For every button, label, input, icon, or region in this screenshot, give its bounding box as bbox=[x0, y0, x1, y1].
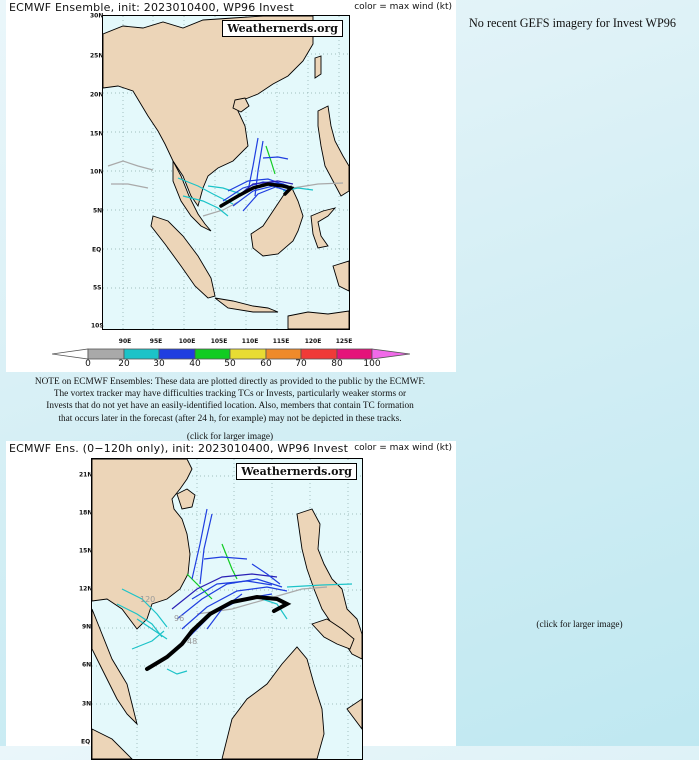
y-tick: 18N bbox=[79, 509, 93, 517]
x-tick: 105E bbox=[210, 338, 228, 345]
wind-colorbar bbox=[52, 348, 410, 360]
colorbar-label: 40 bbox=[189, 359, 201, 369]
track-label: 120 bbox=[140, 595, 155, 604]
colorbar-labels: 0 20 30 40 50 60 70 80 100 bbox=[0, 359, 460, 371]
colorbar-label: 30 bbox=[153, 359, 165, 369]
y-tick: 5S bbox=[93, 284, 102, 292]
x-tick: 110E bbox=[241, 338, 259, 345]
map-graphic bbox=[103, 16, 349, 329]
y-tick: 3N bbox=[82, 700, 92, 708]
watermark: Weathernerds.org bbox=[222, 20, 343, 37]
x-tick: 90E bbox=[118, 338, 132, 345]
x-tick: 115E bbox=[272, 338, 290, 345]
track-label: 48 bbox=[187, 637, 197, 646]
y-tick: 30N bbox=[90, 12, 104, 20]
y-tick: 25N bbox=[90, 52, 104, 60]
y-tick: 21N bbox=[79, 471, 93, 479]
gefs-column: No recent GEFS imagery for Invest WP96 (… bbox=[460, 0, 699, 746]
colorbar-label: 70 bbox=[295, 359, 307, 369]
y-tick: 12N bbox=[79, 585, 93, 593]
y-tick: 9N bbox=[82, 623, 92, 631]
y-tick: EQ bbox=[92, 246, 102, 254]
note-line: The vortex tracker may have difficulties… bbox=[53, 389, 407, 400]
colorbar-label: 0 bbox=[85, 359, 91, 369]
y-tick: 15N bbox=[79, 547, 93, 555]
y-tick: 20N bbox=[90, 91, 104, 99]
no-gefs-message: No recent GEFS imagery for Invest WP96 bbox=[469, 16, 676, 30]
map-graphic: 120 96 48 bbox=[92, 459, 362, 759]
click-larger-image-link[interactable]: (click for larger image) bbox=[186, 432, 274, 442]
ensemble-track-map[interactable]: Weathernerds.org bbox=[102, 15, 350, 330]
colorbar-label: 80 bbox=[331, 359, 343, 369]
y-tick: 5N bbox=[93, 207, 103, 215]
colorbar-label: 20 bbox=[118, 359, 130, 369]
y-tick: 10N bbox=[90, 168, 104, 176]
y-tick: 6N bbox=[82, 661, 92, 669]
plot-title: ECMWF Ensemble, init: 2023010400, WP96 I… bbox=[9, 1, 294, 14]
plot-title: ECMWF Ens. (0−120h only), init: 20230104… bbox=[9, 442, 349, 455]
ecmwf-note: NOTE on ECMWF Ensembles: These data are … bbox=[0, 376, 460, 425]
legend-label: color = max wind (kt) bbox=[354, 2, 452, 12]
track-label: 96 bbox=[174, 614, 184, 623]
x-tick: 95E bbox=[149, 338, 163, 345]
note-line: Invests that do not yet have an easily-i… bbox=[46, 401, 414, 412]
x-tick: 100E bbox=[178, 338, 196, 345]
colorbar-label: 60 bbox=[260, 359, 272, 369]
ensemble-track-map-120h[interactable]: 120 96 48 Weathernerds.org bbox=[91, 458, 363, 760]
note-line: that occurs later in the forecast (after… bbox=[58, 413, 402, 424]
legend-label: color = max wind (kt) bbox=[354, 443, 452, 453]
x-tick: 125E bbox=[335, 338, 353, 345]
watermark: Weathernerds.org bbox=[236, 463, 357, 480]
x-tick: 120E bbox=[304, 338, 322, 345]
y-tick: EQ bbox=[81, 738, 91, 746]
click-larger-image-link[interactable]: (click for larger image) bbox=[536, 620, 623, 630]
colorbar-label: 50 bbox=[224, 359, 236, 369]
y-tick: 15N bbox=[90, 130, 104, 138]
note-line: NOTE on ECMWF Ensembles: These data are … bbox=[34, 377, 426, 387]
colorbar-label: 100 bbox=[363, 359, 381, 369]
y-tick: 10S bbox=[91, 322, 104, 330]
